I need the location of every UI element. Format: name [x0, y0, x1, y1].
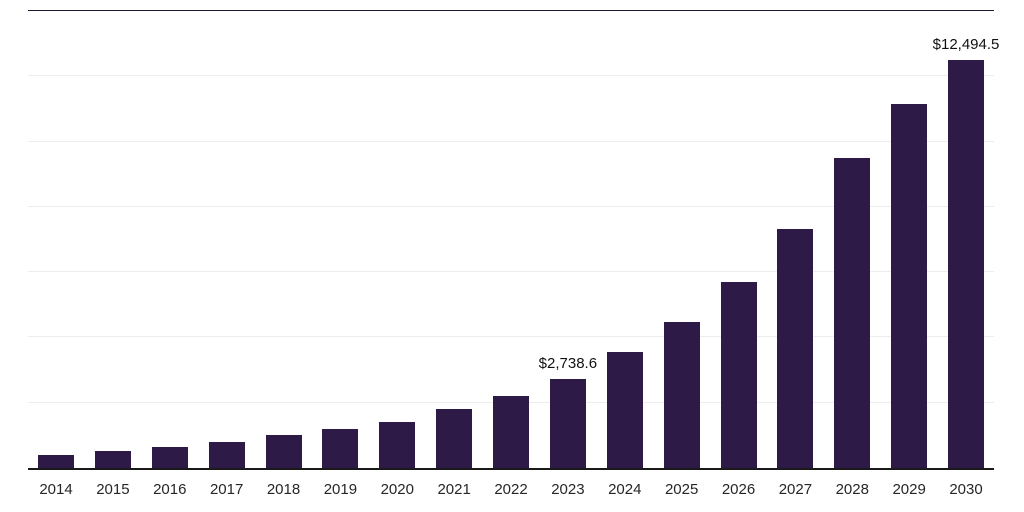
bar-column-2015: 2015: [94, 11, 131, 498]
bar-column-2028: 2028: [834, 11, 871, 498]
bar-2024: [606, 351, 643, 468]
bar-2030: [948, 60, 984, 468]
bar-2029: [891, 104, 928, 468]
gridline-8000: [28, 205, 994, 207]
x-tick-label-2026: 2026: [721, 481, 756, 498]
bar-column-2020: 2020: [379, 11, 416, 498]
bar-2019: [322, 429, 359, 468]
bar-column-2016: 2016: [151, 11, 188, 498]
x-tick-label-2029: 2029: [892, 481, 926, 498]
gridline-10000: [28, 140, 994, 142]
bar-column-2024: 2024: [606, 11, 643, 498]
gridline-6000: [28, 271, 994, 273]
plot-area: 2014 2015 2016 2017 2018 2019 2020 2021 2022 $2,7…: [28, 10, 1000, 498]
x-tick-label-2014: 2014: [39, 481, 73, 498]
x-tick-label-2021: 2021: [437, 481, 471, 498]
bar-column-2018: 2018: [265, 11, 302, 498]
x-tick-label-2028: 2028: [835, 481, 869, 498]
bar-2017: [208, 442, 245, 468]
bar-2027: [777, 228, 814, 468]
x-tick-label-2018: 2018: [266, 481, 301, 498]
bar-column-2029: 2029: [891, 11, 928, 498]
x-tick-label-2023: 2023: [551, 481, 585, 498]
gridline-12000: [28, 75, 994, 77]
bar-2020: [379, 422, 416, 468]
x-tick-label-2027: 2027: [778, 481, 813, 498]
bar-2025: [663, 322, 700, 468]
bar-2021: [436, 409, 473, 468]
x-tick-label-2020: 2020: [380, 481, 414, 498]
bar-2018: [265, 435, 302, 468]
bar-value-label-2030: $12,494.5: [932, 36, 1000, 54]
bar-column-2026: 2026: [720, 11, 757, 498]
bar-column-2027: 2027: [777, 11, 814, 498]
bar-2015: [94, 451, 131, 468]
bar-column-2030: $12,494.5 2030: [933, 11, 1000, 498]
x-tick-label-2017: 2017: [209, 481, 244, 498]
x-tick-label-2030: 2030: [949, 481, 983, 498]
x-tick-label-2025: 2025: [664, 481, 699, 498]
bar-column-2023: $2,738.6 2023: [539, 11, 597, 498]
bar-2022: [493, 395, 529, 468]
bar-column-2021: 2021: [436, 11, 473, 498]
bar-2026: [720, 282, 757, 468]
bar-2014: [38, 455, 74, 468]
x-tick-label-2016: 2016: [153, 481, 187, 498]
gridline-4000: [28, 336, 994, 338]
bar-column-2017: 2017: [208, 11, 245, 498]
x-tick-label-2015: 2015: [96, 481, 130, 498]
bar-column-2014: 2014: [38, 11, 74, 498]
bars-container: 2014 2015 2016 2017 2018 2019 2020 2021 2022 $2,7…: [28, 11, 1000, 498]
bar-column-2019: 2019: [322, 11, 359, 498]
bar-2016: [151, 447, 188, 468]
x-tick-label-2022: 2022: [494, 481, 528, 498]
x-tick-label-2019: 2019: [323, 481, 358, 498]
bar-column-2025: 2025: [663, 11, 700, 498]
bar-2023: [549, 378, 586, 468]
bar-2028: [834, 158, 871, 468]
bar-column-2022: 2022: [493, 11, 529, 498]
bar-value-label-2023: $2,738.6: [538, 354, 598, 372]
x-tick-label-2024: 2024: [608, 481, 642, 498]
